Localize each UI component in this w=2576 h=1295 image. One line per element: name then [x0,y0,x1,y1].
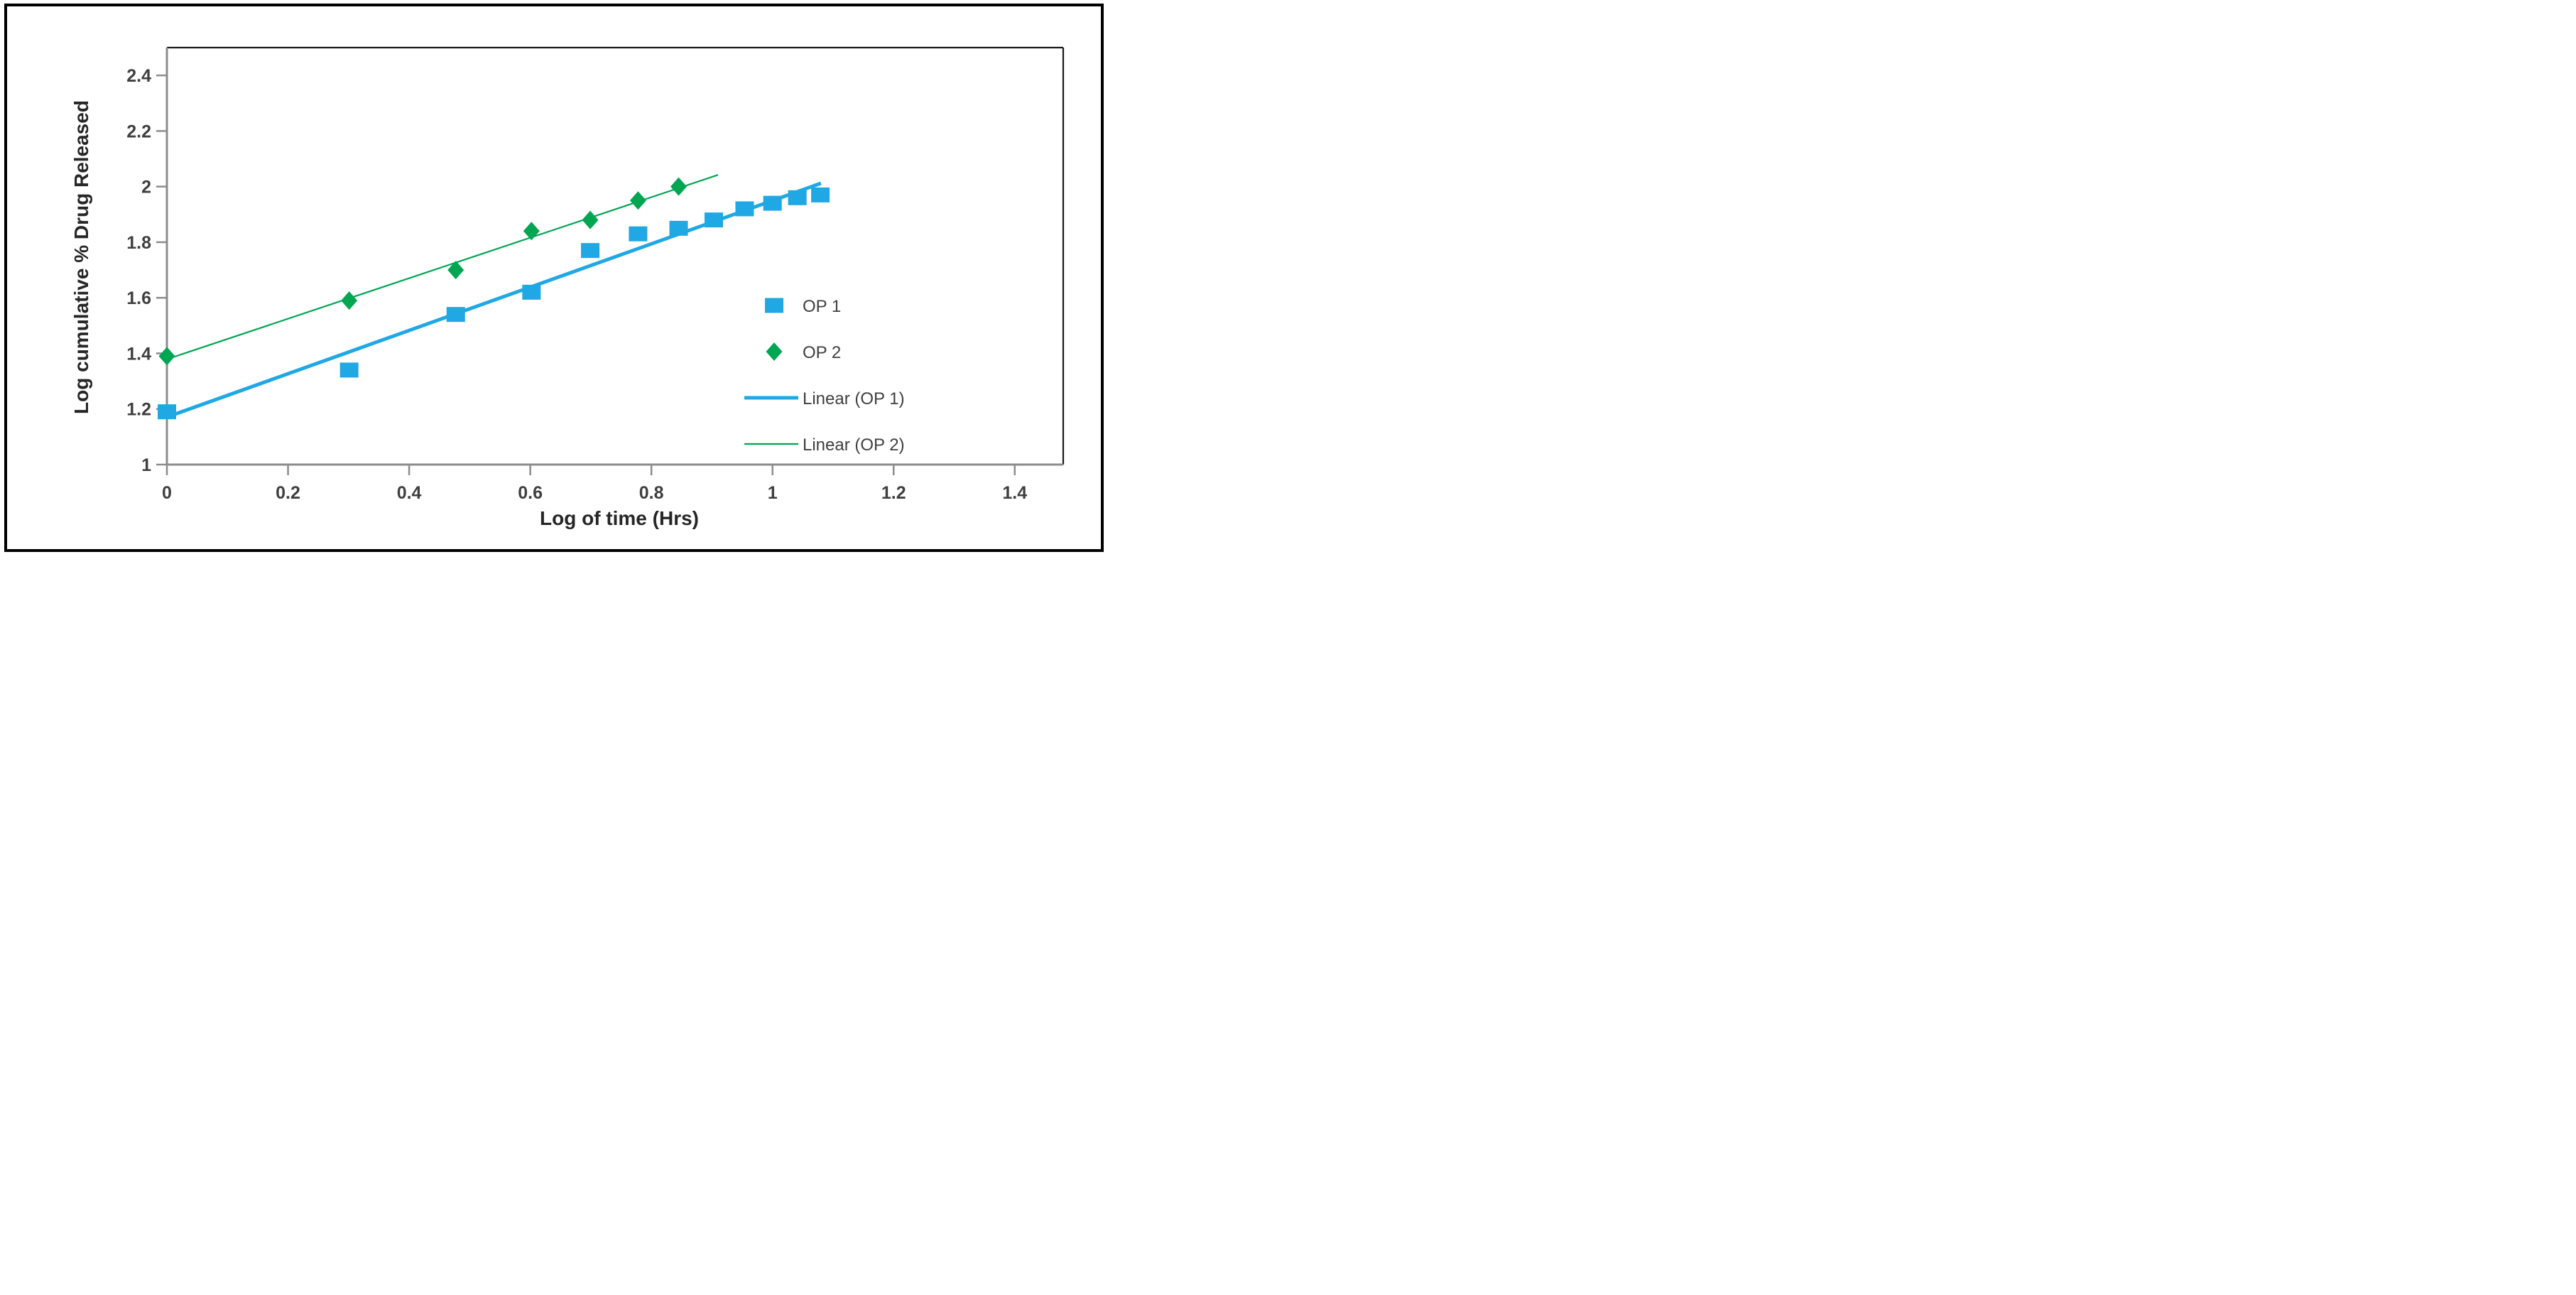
y-axis-title: Log cumulative % Drug Released [70,100,92,414]
chart-figure: 1 1.2 1.4 1.6 1.8 2 2.2 2.4 0 0.2 0.4 0.6 0.8 1 1.2 1.4… [0,0,1114,560]
y-tick-label: 2.4 [126,66,151,86]
x-tick-label: 1.4 [1002,483,1027,503]
x-tick-label: 0.8 [639,483,664,503]
legend-op-1-swatch-icon [765,298,783,313]
legend-op-1-label: OP 1 [803,297,841,316]
trendline-linear-op-2- [166,174,719,360]
y-tick-label: 2.2 [126,121,151,141]
data-point-op-1 [339,362,359,378]
data-point-op-1 [581,243,600,259]
y-tick-label: 2 [141,178,151,197]
data-point-op-1 [522,284,541,300]
data-point-op-1 [446,307,465,323]
data-point-op-2 [629,191,646,210]
data-point-op-1 [811,187,830,202]
data-point-op-2 [158,347,175,366]
x-tick-label: 0 [162,483,172,503]
data-point-op-1 [669,220,688,236]
data-point-op-1 [788,190,807,205]
y-tick-label: 1.2 [126,400,151,420]
data-point-op-1 [763,195,782,211]
data-point-op-1 [158,404,176,420]
x-tick-label: 1 [768,483,778,503]
data-point-op-1 [629,226,648,242]
data-point-op-2 [582,210,599,229]
data-point-op-1 [704,212,723,228]
x-tick-label: 0.6 [518,483,543,503]
data-point-op-2 [670,177,688,196]
y-tick-label: 1.4 [126,344,151,364]
legend-op-2-label: OP 2 [803,343,841,362]
data-point-op-2 [447,261,464,280]
legend-op-2-swatch-icon [766,342,783,361]
y-tick-label: 1 [141,455,151,475]
data-point-op-2 [523,222,540,241]
y-tick-label: 1.8 [126,233,151,253]
chart-canvas: 1 1.2 1.4 1.6 1.8 2 2.2 2.4 0 0.2 0.4 0.6 0.8 1 1.2 1.4… [126,46,1065,503]
x-tick-label: 1.2 [881,483,906,503]
legend-linear-op-1--label: Linear (OP 1) [803,389,905,408]
y-tick-label: 1.6 [126,288,151,308]
x-tick-label: 0.4 [397,483,422,503]
x-axis-title: Log of time (Hrs) [540,507,699,529]
legend-linear-op-2--label: Linear (OP 2) [803,435,905,455]
figure-border [4,4,1104,552]
data-point-op-2 [341,291,358,310]
x-tick-label: 0.2 [276,483,300,503]
data-point-op-1 [735,201,754,217]
